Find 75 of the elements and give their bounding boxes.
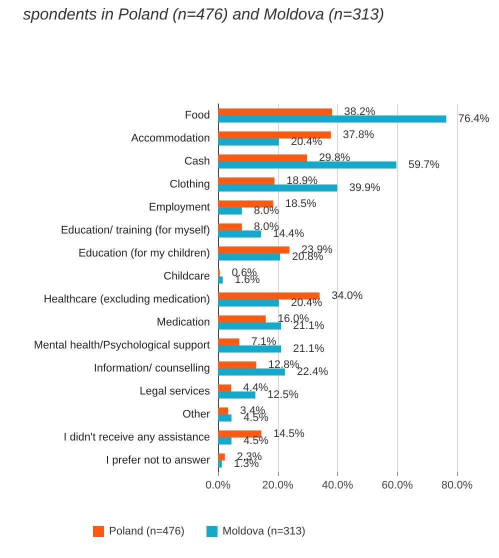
data-label: 8.0% <box>254 205 280 217</box>
y-tick-label: Healthcare (excluding medication) <box>44 294 210 306</box>
bar <box>218 138 279 146</box>
y-tick-label: Medication <box>156 316 210 328</box>
bar <box>218 362 256 368</box>
data-label: 12.5% <box>267 389 299 401</box>
bar <box>218 132 331 138</box>
data-label: 76.4% <box>458 113 490 125</box>
bar <box>218 246 290 254</box>
y-tick-label: Other <box>182 408 210 420</box>
data-label: 20.4% <box>290 136 322 148</box>
bar <box>218 208 242 214</box>
y-tick-label: I prefer not to answer <box>106 454 210 466</box>
bar <box>218 384 232 392</box>
x-tick-label: 60.0% <box>382 480 414 492</box>
data-label: 29.8% <box>319 152 350 164</box>
data-label: 14.4% <box>273 228 304 240</box>
bar <box>218 254 280 260</box>
bar <box>218 460 222 468</box>
bar <box>218 368 285 376</box>
y-tick-label: Legal services <box>140 386 210 398</box>
data-label: 18.9% <box>286 175 318 187</box>
y-tick-label: Clothing <box>170 178 210 190</box>
bar <box>218 346 282 352</box>
bar <box>218 338 240 346</box>
y-tick-label: Employment <box>148 202 210 214</box>
legend-label: Poland (n=476) <box>109 526 185 538</box>
y-tick-label: Education/ training (for myself) <box>60 224 210 236</box>
bar <box>218 316 266 322</box>
y-tick-label: Childcare <box>164 270 210 282</box>
data-label: 20.4% <box>290 297 322 309</box>
y-tick-label: Education (for my children) <box>78 248 210 260</box>
x-tick-label: 20.0% <box>262 480 294 492</box>
bar <box>218 162 396 168</box>
data-label: 7.1% <box>251 336 277 348</box>
data-label: 14.5% <box>273 428 305 440</box>
bar <box>218 438 232 444</box>
bar <box>218 292 320 300</box>
data-label: 37.8% <box>342 129 374 141</box>
y-tick-label: I didn't receive any assistance <box>64 432 210 444</box>
bar <box>218 116 446 122</box>
bar <box>218 200 274 208</box>
bar <box>218 184 338 192</box>
y-tick-label: Accommodation <box>131 132 210 144</box>
bar <box>218 276 223 284</box>
x-tick-label: 0.0% <box>205 480 231 492</box>
bar <box>218 392 256 398</box>
bar <box>218 178 274 184</box>
bar <box>218 414 232 422</box>
bar <box>218 430 262 438</box>
x-tick-label: 80.0% <box>441 480 473 492</box>
data-label: 4.5% <box>243 435 269 447</box>
bar <box>218 224 242 230</box>
y-tick-label: Mental health/Psychological support <box>34 340 210 352</box>
legend-label: Moldova (n=313) <box>222 526 306 538</box>
data-label: 4.4% <box>243 382 268 394</box>
bar <box>218 230 262 238</box>
bar <box>218 408 228 414</box>
data-label: 34.0% <box>332 290 363 302</box>
bar <box>218 154 308 162</box>
data-label: 59.7% <box>408 159 440 171</box>
y-tick-label: Cash <box>184 156 210 168</box>
y-tick-label: Food <box>184 110 210 122</box>
data-label: 18.5% <box>285 198 317 210</box>
data-label: 21.1% <box>293 320 324 332</box>
bar <box>218 322 282 330</box>
y-tick-label: Information/ counselling <box>94 362 210 374</box>
bar <box>218 300 279 306</box>
data-label: 38.2% <box>344 106 376 118</box>
data-label: 21.1% <box>293 343 324 355</box>
bar <box>218 454 225 460</box>
chart-title: spondents in Poland (n=476) and Moldova (n=313) <box>23 6 384 24</box>
bar <box>218 108 332 116</box>
x-tick-label: 40.0% <box>322 480 354 492</box>
data-label: 39.9% <box>349 182 381 194</box>
